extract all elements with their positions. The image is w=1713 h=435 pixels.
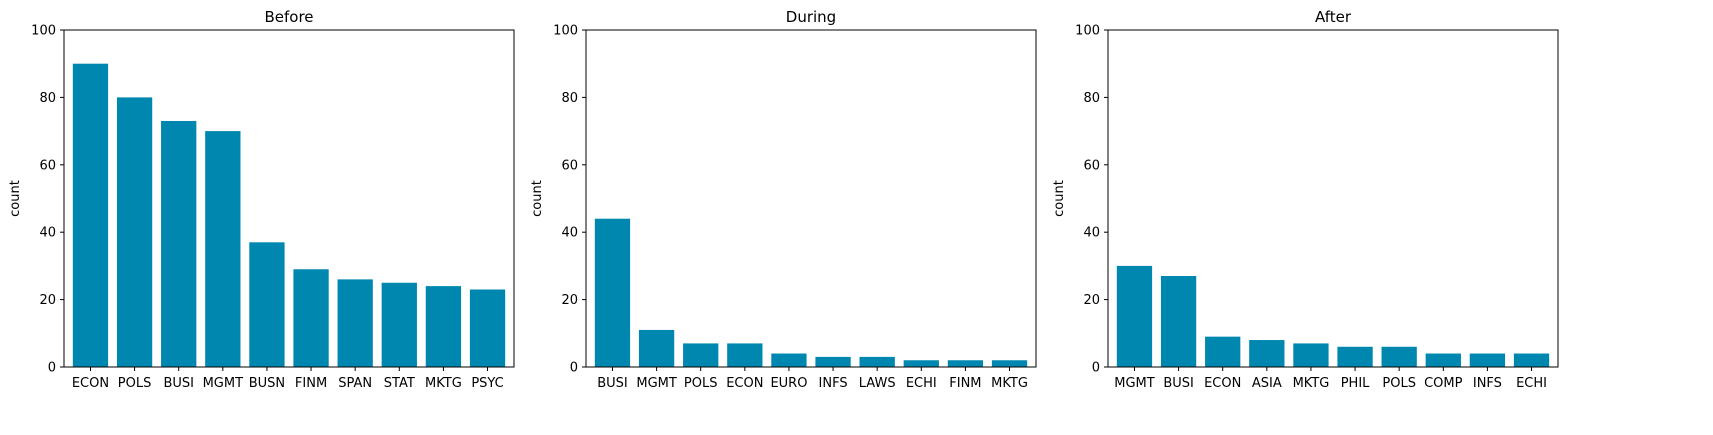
chart-title: During — [786, 8, 836, 26]
y-tick-label: 40 — [39, 226, 56, 241]
bar-econ — [1205, 336, 1241, 367]
y-tick-label: 60 — [561, 158, 578, 173]
x-tick-label: ECON — [726, 376, 763, 391]
x-tick-label: MKTG — [1293, 376, 1330, 391]
y-tick-label: 40 — [561, 226, 578, 241]
bar-busn — [249, 242, 285, 367]
bar-econ — [72, 63, 109, 367]
x-tick-label: POLS — [684, 376, 718, 391]
y-tick-label: 100 — [31, 24, 56, 39]
chart-panel-before: ECON POLS BUSI MGMT BUSN FINM SPAN STAT MKTG PSYC… — [8, 8, 515, 391]
y-tick-label: 100 — [1075, 24, 1100, 39]
x-tick-label: ASIA — [1252, 376, 1282, 391]
bar-busi — [1160, 276, 1197, 367]
x-tick-label: PSYC — [471, 376, 503, 391]
x-tick-label: FINM — [295, 376, 327, 391]
bar-mgmt — [1116, 265, 1153, 367]
x-tick-label: MKTG — [425, 376, 462, 391]
y-axis-label: count — [8, 180, 23, 217]
x-tick-label: POLS — [118, 376, 152, 391]
y-tick-label: 20 — [561, 293, 578, 308]
bar-busi — [594, 218, 631, 367]
bar-comp — [1425, 353, 1461, 367]
bar-mktg — [425, 286, 462, 367]
x-tick-label: BUSI — [1163, 376, 1194, 391]
x-tick-label: BUSN — [249, 376, 285, 391]
y-tick-label: 80 — [1083, 91, 1100, 106]
x-tick-label: LAWS — [859, 376, 896, 391]
chart-panel-after: MGMT BUSI ECON ASIA MKTG PHIL POLS COMP INFS ECHI… — [1052, 8, 1559, 391]
bar-euro — [771, 353, 807, 367]
plot-frame — [1107, 29, 1559, 368]
bar-pols — [116, 97, 153, 368]
x-tick-label: MGMT — [1114, 376, 1155, 391]
y-tick-label: 20 — [39, 293, 56, 308]
plot-frame — [585, 29, 1037, 368]
y-tick-label: 40 — [1083, 226, 1100, 241]
x-tick-label: ECON — [72, 376, 109, 391]
x-tick-label: STAT — [384, 376, 415, 391]
x-tick-label: MKTG — [991, 376, 1028, 391]
chart-panel-during: BUSI MGMT POLS ECON EURO INFS LAWS ECHI FINM MKTG… — [530, 8, 1037, 391]
x-tick-label: MGMT — [636, 376, 677, 391]
bar-infs — [1469, 353, 1506, 367]
bar-econ — [727, 343, 763, 367]
bar-stat — [381, 282, 417, 367]
y-tick-label: 100 — [553, 24, 578, 39]
x-tick-label: BUSI — [163, 376, 194, 391]
x-tick-label: POLS — [1382, 376, 1416, 391]
y-tick-label: 0 — [1092, 361, 1100, 376]
x-tick-label: COMP — [1424, 376, 1463, 391]
x-tick-label: ECHI — [1516, 376, 1547, 391]
plot-frame — [63, 29, 515, 368]
x-tick-label: ECHI — [906, 376, 937, 391]
y-tick-label: 20 — [1083, 293, 1100, 308]
y-tick-label: 60 — [1083, 158, 1100, 173]
bar-asia — [1249, 340, 1285, 367]
x-tick-label: EURO — [770, 376, 807, 391]
bar-pols — [683, 343, 719, 367]
x-tick-label: FINM — [949, 376, 981, 391]
x-tick-label: SPAN — [338, 376, 372, 391]
y-tick-label: 80 — [39, 91, 56, 106]
y-tick-label: 0 — [570, 361, 578, 376]
bar-busi — [161, 120, 197, 368]
y-tick-label: 0 — [48, 361, 56, 376]
bar-span — [337, 279, 373, 367]
bar-pols — [1381, 346, 1417, 367]
x-tick-label: PHIL — [1341, 376, 1370, 391]
bar-echi — [903, 360, 939, 367]
chart-title: After — [1315, 8, 1352, 26]
bar-mgmt — [638, 329, 675, 367]
bar-psyc — [469, 289, 506, 367]
bar-echi — [1513, 353, 1550, 367]
x-tick-label: INFS — [819, 376, 848, 391]
bar-mktg — [991, 360, 1028, 367]
y-axis-label: count — [530, 180, 545, 217]
bar-phil — [1337, 346, 1373, 367]
bar-mgmt — [205, 131, 241, 367]
bar-mktg — [1293, 343, 1329, 367]
chart-title: Before — [264, 8, 313, 26]
x-tick-label: INFS — [1473, 376, 1502, 391]
y-axis-label: count — [1052, 180, 1067, 217]
bar-finm — [947, 360, 984, 367]
x-tick-label: BUSI — [597, 376, 628, 391]
bar-infs — [815, 356, 851, 367]
bar-finm — [293, 269, 329, 367]
y-tick-label: 60 — [39, 158, 56, 173]
y-tick-label: 80 — [561, 91, 578, 106]
bar-laws — [859, 356, 895, 367]
x-tick-label: ECON — [1204, 376, 1241, 391]
x-tick-label: MGMT — [203, 376, 244, 391]
